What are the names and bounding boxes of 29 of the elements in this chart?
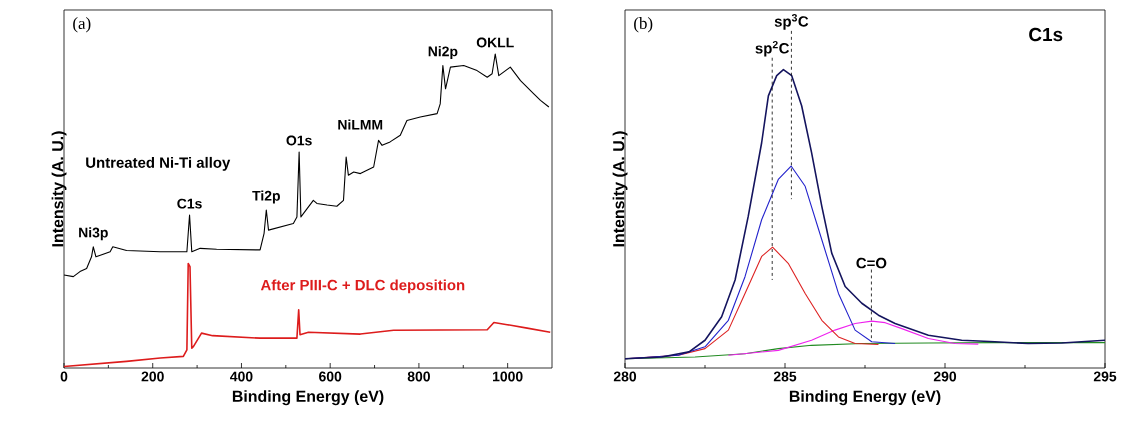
x-tick-label: 400 — [230, 371, 253, 382]
x-axis-title: Binding Energy (eV) — [232, 390, 384, 406]
x-tick-label: 600 — [319, 371, 342, 382]
x-tick-label: 280 — [613, 371, 637, 382]
annotation: NiLMM — [338, 119, 383, 130]
text: Untreated Ni-Ti alloy — [86, 156, 231, 171]
ref-line-label: sp$^{2}$C — [755, 40, 790, 57]
annotation: OKLL — [476, 37, 514, 48]
annotation: Ni3p — [79, 227, 108, 241]
x-tick-label: 200 — [141, 371, 164, 382]
x-axis-title: Binding Energy (eV) — [789, 390, 941, 406]
ref-line-label: C=O — [856, 257, 887, 269]
y-axis-title: Intensity (A. U.) — [612, 131, 628, 247]
text: C1s — [1029, 27, 1063, 42]
annotation: C1s — [177, 198, 202, 209]
text: (b) — [634, 17, 653, 33]
y-axis-title: Intensity (A. U.) — [51, 131, 67, 247]
x-tick-label: 800 — [407, 371, 430, 382]
annotation: Ti2p — [252, 190, 280, 204]
x-tick-label: 0 — [60, 371, 68, 382]
x-tick-label: 290 — [933, 371, 957, 382]
ref-line-label: sp$^{3}$C — [774, 14, 809, 30]
text: After PIII-C + DLC deposition — [260, 279, 465, 294]
x-tick-label: 295 — [1093, 371, 1117, 382]
annotation: O1s — [286, 135, 312, 146]
x-tick-label: 285 — [773, 371, 797, 382]
annotation: Ni2p — [428, 46, 458, 60]
text: (a) — [73, 17, 91, 33]
x-tick-label: 1000 — [493, 371, 523, 382]
